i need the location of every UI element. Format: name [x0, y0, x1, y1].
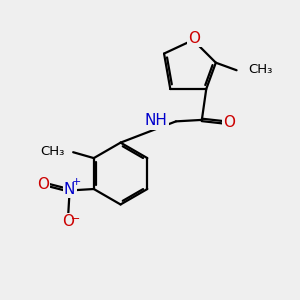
- Text: O: O: [62, 214, 74, 230]
- Text: CH₃: CH₃: [248, 63, 272, 76]
- Text: +: +: [71, 177, 81, 187]
- Text: N: N: [64, 182, 75, 196]
- Text: O: O: [37, 177, 49, 192]
- Text: NH: NH: [145, 113, 168, 128]
- Text: O: O: [189, 31, 201, 46]
- Text: CH₃: CH₃: [40, 145, 64, 158]
- Text: O: O: [224, 115, 236, 130]
- Text: −: −: [71, 214, 80, 224]
